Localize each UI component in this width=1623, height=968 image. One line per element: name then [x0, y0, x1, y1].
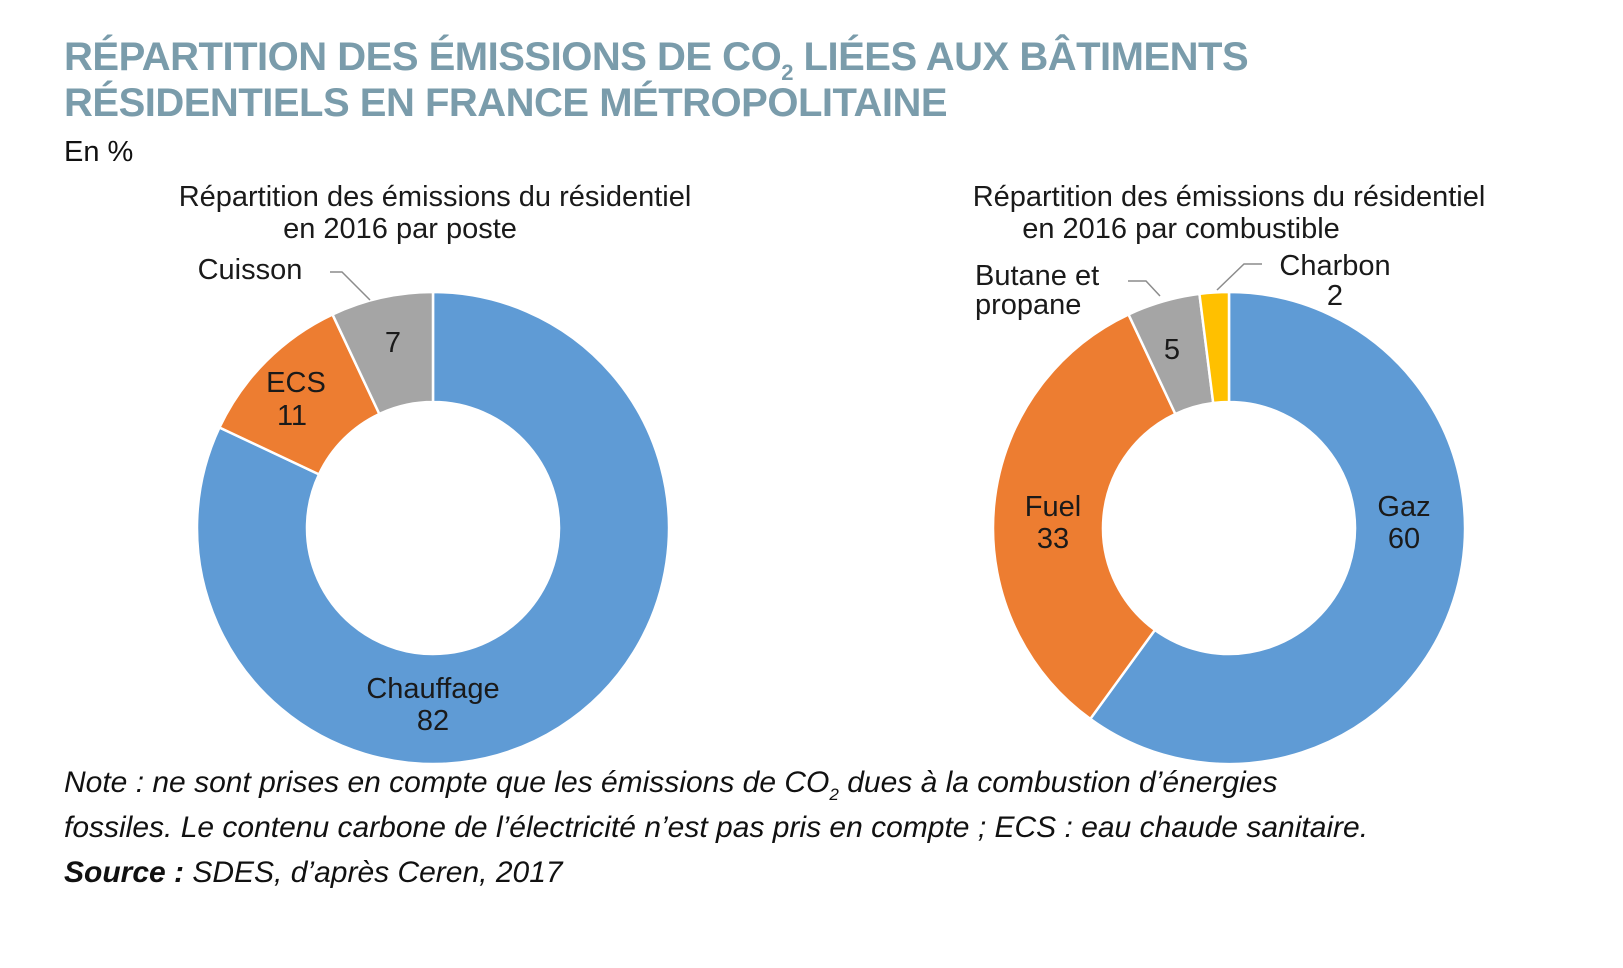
subchart-title-combustible-line-1: Répartition des émissions du résidentiel — [973, 181, 1486, 213]
chart-footer: Note : ne sont prises en compte que les … — [64, 760, 1584, 895]
chart-title: RÉPARTITION DES ÉMISSIONS DE CO2 LIÉES A… — [64, 34, 1564, 126]
slice-gaz — [1088, 290, 1467, 766]
slice-label-fuel: Fuel — [1025, 491, 1081, 523]
slice-value-ecs: 11 — [277, 400, 307, 432]
subchart-title-poste-line-2: en 2016 par poste — [283, 213, 517, 245]
slice-fuel — [991, 312, 1178, 721]
slice-label-charbon: Charbon — [1279, 250, 1390, 282]
footer-note-line-1: Note : ne sont prises en compte que les … — [64, 766, 1278, 804]
slice-value-chauffage: 82 — [417, 705, 449, 737]
slice-chauffage — [195, 290, 671, 766]
slice-label-butane-propane-line-2: propane — [975, 289, 1081, 321]
title-line-1: RÉPARTITION DES ÉMISSIONS DE CO2 LIÉES A… — [64, 35, 1249, 85]
slice-label-butane-propane-line-1: Butane et — [975, 260, 1099, 292]
leader-line-cuisson — [330, 271, 371, 301]
slice-value-gaz: 60 — [1388, 523, 1420, 555]
slice-label-cuisson: Cuisson — [198, 254, 303, 286]
subchart-title-poste-line-1: Répartition des émissions du résidentiel — [179, 181, 692, 213]
slice-value-cuisson: 7 — [385, 327, 401, 359]
leader-line-charbon — [1216, 263, 1262, 291]
slice-label-gaz: Gaz — [1377, 491, 1430, 523]
title-line-2: RÉSIDENTIELS EN FRANCE MÉTROPOLITAINE — [64, 81, 948, 125]
donut-chart-poste: Répartition des émissions du résidentiel… — [179, 181, 692, 766]
slice-label-chauffage: Chauffage — [366, 673, 499, 705]
slice-charbon — [1198, 290, 1231, 405]
subchart-title-combustible-line-2: en 2016 par combustible — [1022, 213, 1340, 245]
footer-note-line-2: fossiles. Le contenu carbone de l’électr… — [64, 811, 1369, 844]
slice-label-ecs: ECS — [266, 367, 326, 399]
slice-value-charbon: 2 — [1327, 280, 1343, 312]
slice-value-butane-propane: 5 — [1164, 334, 1180, 366]
donut-chart-combustible: Répartition des émissions du résidentiel… — [973, 181, 1486, 766]
slice-value-fuel: 33 — [1037, 523, 1069, 555]
leader-line-butane-propane — [1128, 280, 1161, 297]
footer-source: Source : SDES, d’après Ceren, 2017 — [64, 856, 563, 889]
slice-cuisson — [330, 290, 435, 416]
unit-label: En % — [64, 136, 134, 168]
